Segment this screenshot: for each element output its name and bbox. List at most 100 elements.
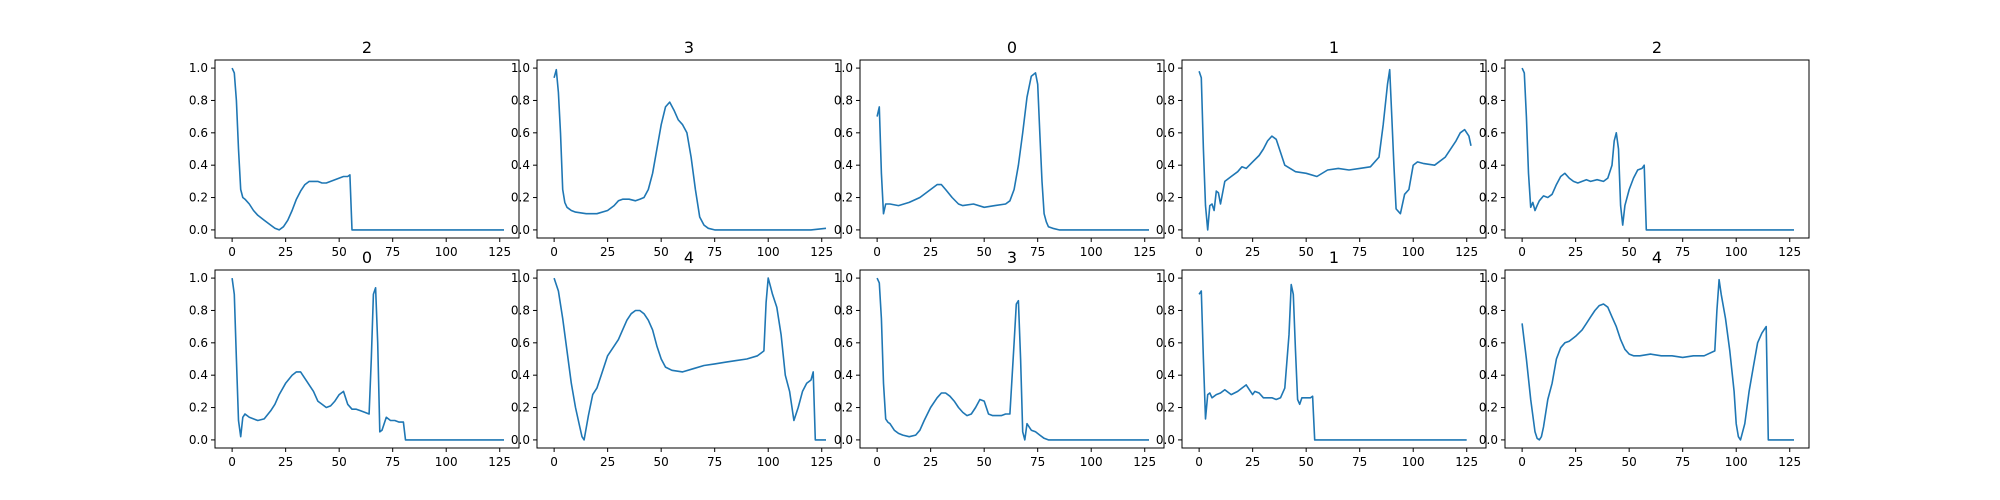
y-tick-label: 0.6 [1479, 336, 1498, 350]
y-tick-label: 1.0 [1156, 271, 1175, 285]
y-tick-label: 0.0 [511, 223, 530, 237]
series-line [1521, 278, 1794, 441]
subplot-title: 2 [1652, 38, 1662, 57]
y-tick-label: 0.2 [511, 191, 530, 205]
subplot-5: 2 0 25 50 75 100 125 0.0 0.2 0.4 0.6 0.8 1.0 [1479, 38, 1810, 259]
x-tick-label: 125 [488, 455, 511, 469]
x-tick-label: 100 [1725, 455, 1748, 469]
y-tick-label: 1.0 [834, 271, 853, 285]
axes-frame [536, 59, 842, 239]
x-tick-label: 125 [1778, 455, 1801, 469]
y-tick-label: 0.0 [1479, 223, 1498, 237]
x-tick-label: 75 [707, 245, 722, 259]
x-tick-label: 25 [1568, 245, 1583, 259]
axes-frame [214, 59, 520, 239]
y-tick-label: 0.6 [511, 336, 530, 350]
axes-frame [859, 59, 1165, 239]
x-tick-label: 125 [1455, 455, 1478, 469]
y-tick-label: 1.0 [189, 271, 208, 285]
x-tick-label: 25 [600, 245, 615, 259]
y-tick-label: 0.2 [1156, 401, 1175, 415]
y-tick-label: 0.2 [1479, 401, 1498, 415]
subplot-1: 2 0 25 50 75 100 125 0.0 0.2 0.4 0.6 0.8 1.0 [189, 38, 520, 259]
y-tick-label: 0.8 [1479, 303, 1498, 317]
y-tick-label: 0.4 [1156, 158, 1175, 172]
x-tick-label: 50 [1299, 455, 1314, 469]
y-tick-label: 0.6 [511, 126, 530, 140]
subplot-title: 3 [684, 38, 694, 57]
x-tick-label: 75 [1675, 245, 1690, 259]
y-tick-label: 0.4 [1156, 368, 1175, 382]
x-tick-label: 75 [1352, 245, 1367, 259]
subplot-title: 4 [684, 248, 694, 267]
y-tick-label: 0.4 [189, 158, 208, 172]
y-tick-label: 0.4 [511, 158, 530, 172]
x-tick-label: 25 [1245, 245, 1260, 259]
x-tick-label: 75 [1030, 245, 1045, 259]
y-tick-label: 0.4 [834, 368, 853, 382]
x-tick-label: 75 [385, 455, 400, 469]
y-tick-label: 0.0 [1156, 223, 1175, 237]
y-tick-label: 0.6 [1479, 126, 1498, 140]
x-tick-label: 0 [550, 455, 558, 469]
axes-frame [1504, 59, 1810, 239]
x-tick-label: 100 [1725, 245, 1748, 259]
x-tick-label: 25 [1568, 455, 1583, 469]
subplot-title: 3 [1007, 248, 1017, 267]
x-tick-label: 50 [332, 455, 347, 469]
x-tick-label: 125 [810, 455, 833, 469]
y-tick-label: 0.4 [189, 368, 208, 382]
x-tick-label: 125 [488, 245, 511, 259]
y-tick-label: 0.8 [511, 93, 530, 107]
x-tick-label: 50 [1622, 455, 1637, 469]
y-tick-label: 0.8 [511, 303, 530, 317]
x-tick-label: 50 [1622, 245, 1637, 259]
x-tick-label: 125 [1778, 245, 1801, 259]
x-tick-label: 75 [385, 245, 400, 259]
y-tick-label: 0.2 [834, 191, 853, 205]
y-tick-label: 0.0 [189, 223, 208, 237]
y-tick-label: 0.0 [834, 433, 853, 447]
y-tick-label: 0.6 [834, 336, 853, 350]
axes-frame [536, 269, 842, 449]
y-tick-label: 1.0 [834, 61, 853, 75]
series-line [876, 72, 1149, 231]
x-tick-label: 100 [435, 455, 458, 469]
x-tick-label: 25 [1245, 455, 1260, 469]
x-tick-label: 50 [977, 455, 992, 469]
y-tick-label: 0.8 [1156, 303, 1175, 317]
y-tick-label: 0.6 [1156, 126, 1175, 140]
subplot-6: 0 0 25 50 75 100 125 0.0 0.2 0.4 0.6 0.8 1.0 [189, 248, 520, 469]
x-tick-label: 25 [923, 455, 938, 469]
subplot-2: 3 0 25 50 75 100 125 0.0 0.2 0.4 0.6 0.8 1.0 [511, 38, 842, 259]
series-line [553, 277, 826, 441]
subplot-title: 0 [1007, 38, 1017, 57]
series-line [1521, 67, 1794, 231]
y-tick-label: 0.8 [189, 303, 208, 317]
y-tick-label: 0.2 [189, 191, 208, 205]
subplot-title: 2 [362, 38, 372, 57]
y-tick-label: 0.2 [511, 401, 530, 415]
subplot-4: 1 0 25 50 75 100 125 0.0 0.2 0.4 0.6 0.8 1.0 [1156, 38, 1487, 259]
subplot-title: 4 [1652, 248, 1662, 267]
x-tick-label: 100 [435, 245, 458, 259]
x-tick-label: 0 [550, 245, 558, 259]
x-tick-label: 0 [1195, 455, 1203, 469]
y-tick-label: 0.4 [1479, 158, 1498, 172]
series-line [553, 68, 827, 231]
x-tick-label: 75 [1675, 455, 1690, 469]
y-tick-label: 0.8 [834, 93, 853, 107]
x-tick-label: 125 [810, 245, 833, 259]
axes-frame [859, 269, 1165, 449]
y-tick-label: 0.0 [189, 433, 208, 447]
axes-frame [1181, 269, 1487, 449]
y-tick-label: 0.0 [1156, 433, 1175, 447]
x-tick-label: 50 [654, 455, 669, 469]
y-tick-label: 0.2 [1479, 191, 1498, 205]
y-tick-label: 0.8 [834, 303, 853, 317]
axes-frame [1181, 59, 1487, 239]
x-tick-label: 125 [1133, 455, 1156, 469]
y-tick-label: 0.6 [834, 126, 853, 140]
x-tick-label: 100 [757, 245, 780, 259]
